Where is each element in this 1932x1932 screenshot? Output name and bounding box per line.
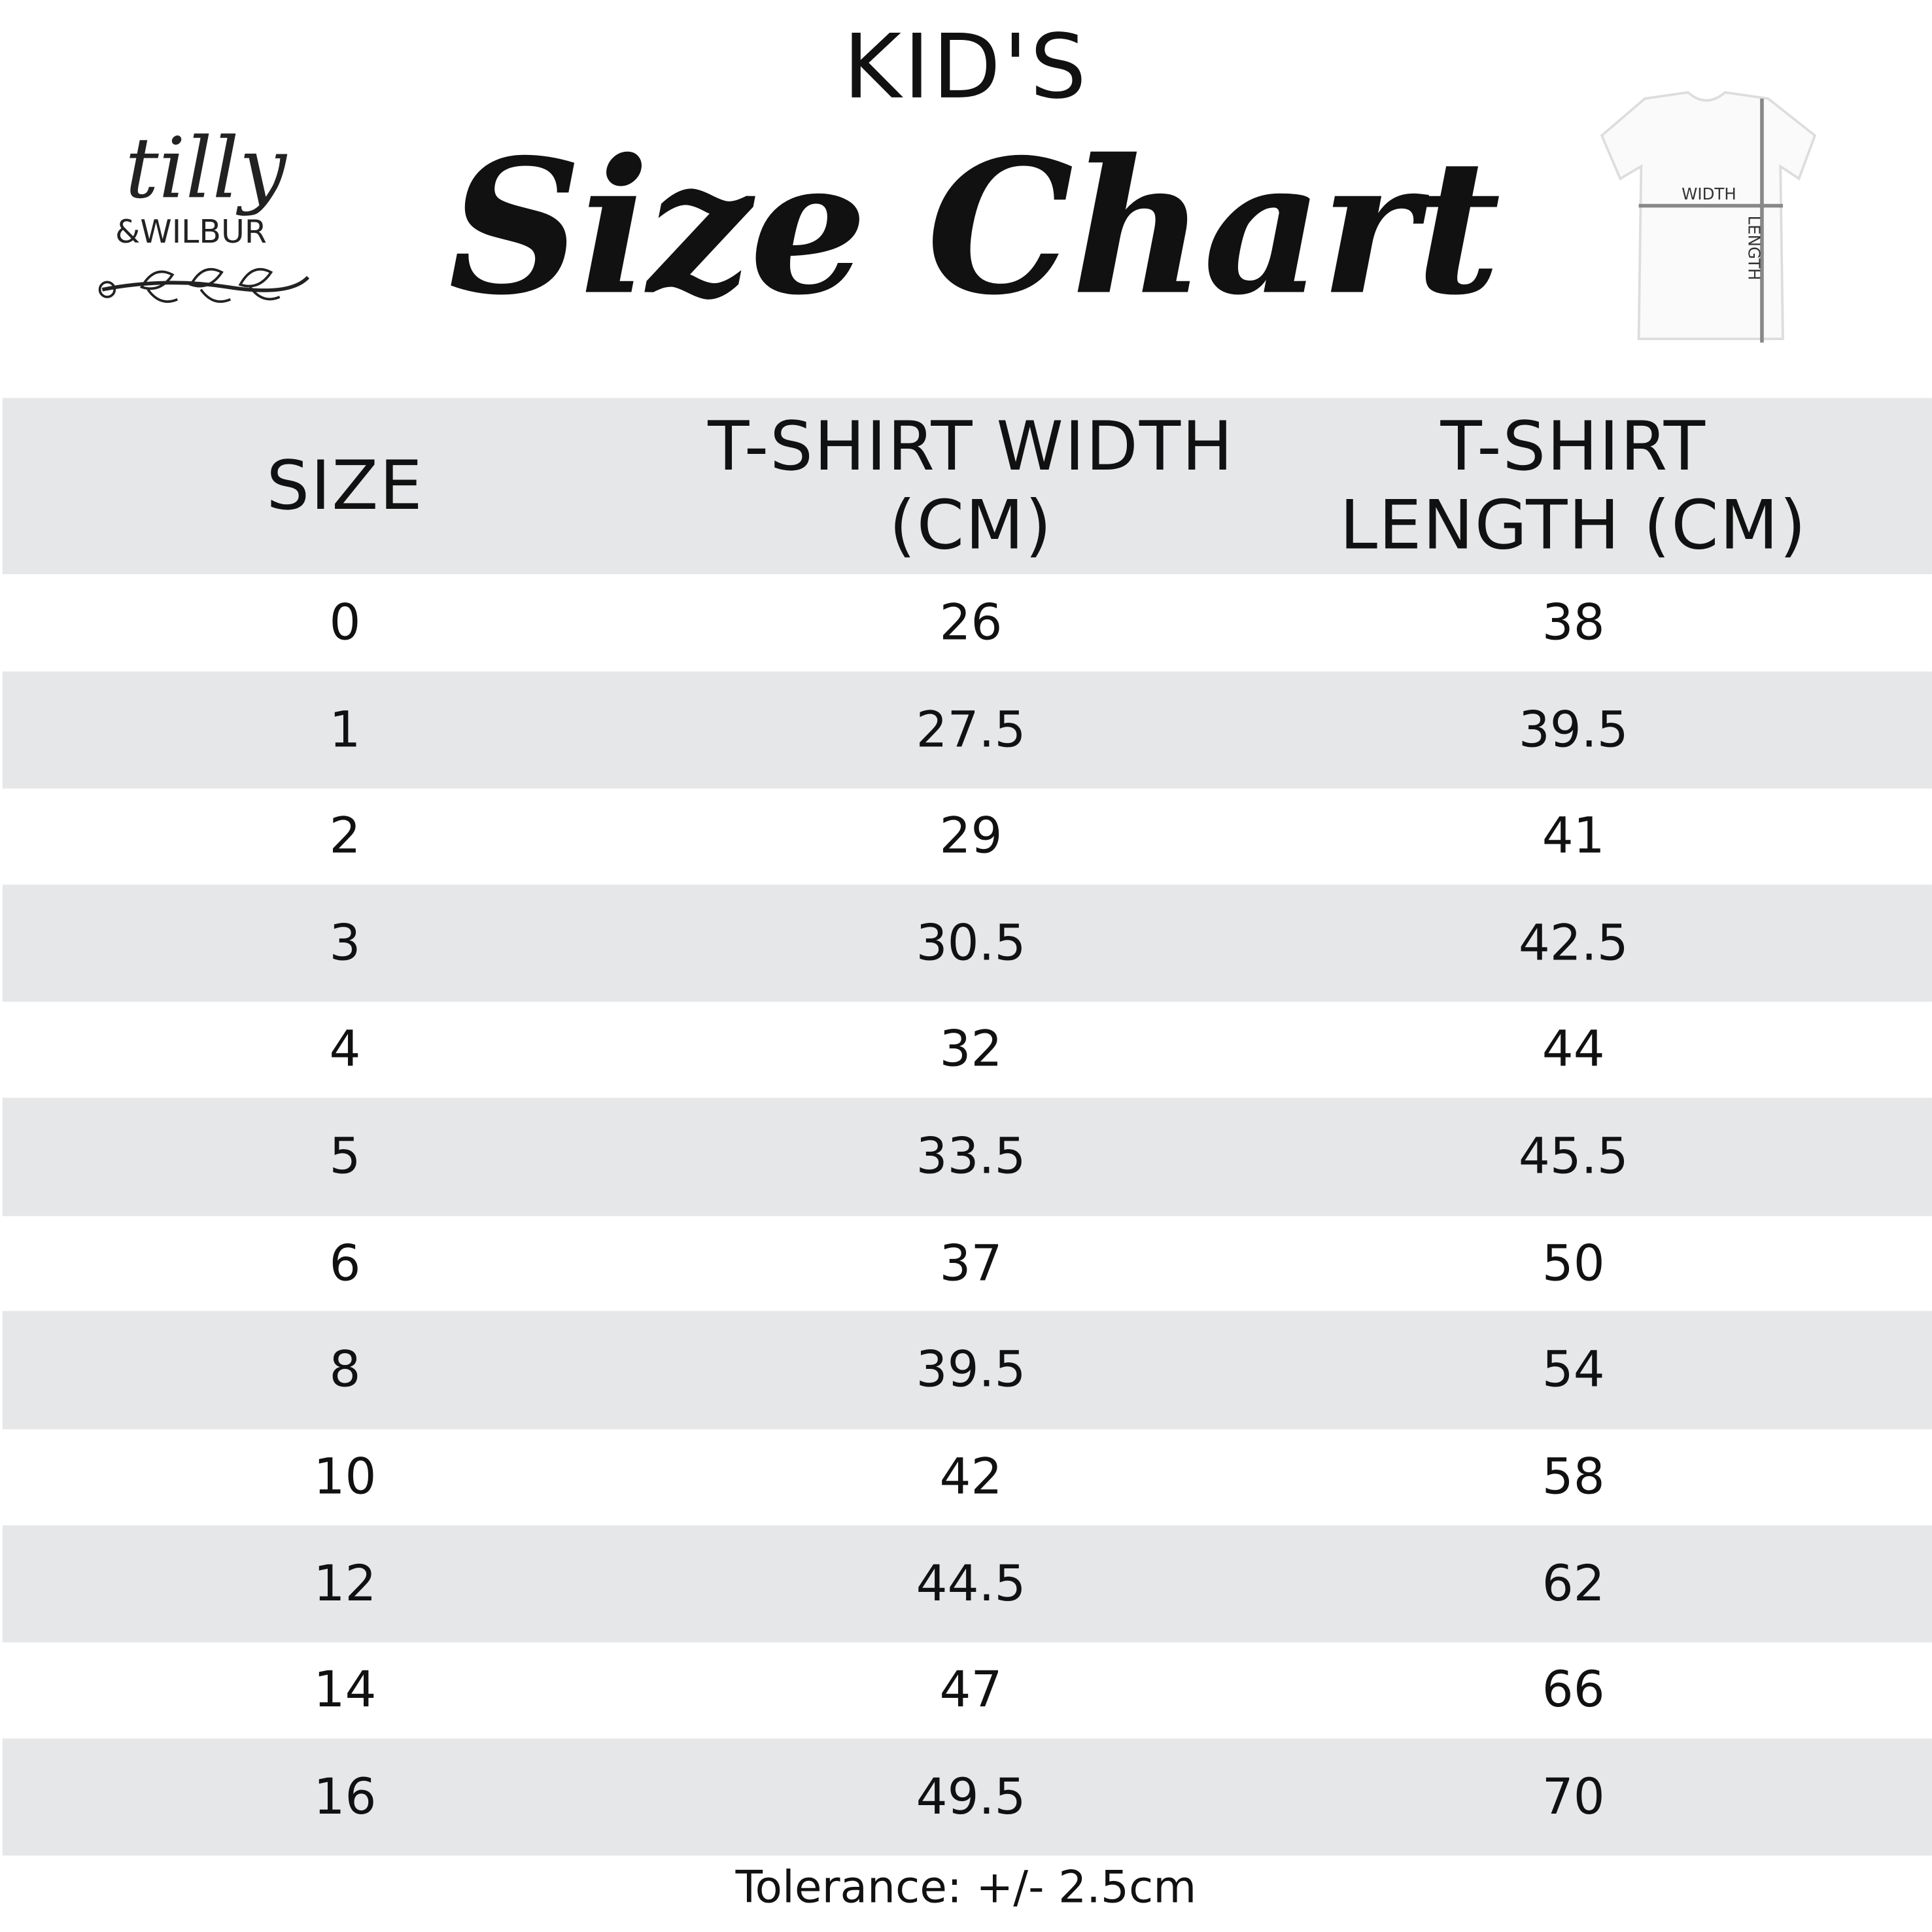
cell-length: 58 (1542, 1449, 1605, 1506)
cell-length: 42.5 (1518, 914, 1629, 972)
cell-length: 66 (1542, 1662, 1605, 1719)
cell-size: 0 (329, 594, 361, 651)
cell-length: 45.5 (1518, 1128, 1629, 1186)
page-title: Size Chart (448, 119, 1501, 337)
table-row: 4 32 44 (3, 1002, 1932, 1098)
table-row: 8 39.5 54 (2, 1311, 1932, 1430)
cell-width: 42 (939, 1449, 1003, 1506)
table-row: 2 29 41 (3, 789, 1932, 885)
table-row: 3 30.5 42.5 (2, 884, 1932, 1002)
cell-width: 49.5 (916, 1768, 1026, 1825)
cell-size: 12 (313, 1555, 377, 1613)
table-header: SIZE T-SHIRT WIDTH (CM) T-SHIRT LENGTH (… (2, 398, 1932, 574)
svg-text:tilly: tilly (125, 120, 287, 217)
cell-width: 27.5 (916, 701, 1026, 759)
cell-length: 41 (1542, 808, 1605, 865)
cell-length: 54 (1542, 1341, 1605, 1399)
cell-length: 50 (1542, 1235, 1605, 1292)
cell-length: 38 (1542, 594, 1605, 651)
cell-size: 4 (329, 1021, 361, 1078)
table-row: 0 26 38 (3, 574, 1932, 672)
table-row: 1 27.5 39.5 (2, 671, 1932, 789)
cell-size: 16 (313, 1768, 377, 1825)
table-row: 14 47 66 (3, 1642, 1932, 1738)
svg-text:&WILBUR: &WILBUR (115, 213, 267, 250)
cell-size: 14 (313, 1662, 377, 1719)
column-header-length: T-SHIRT LENGTH (CM) (1339, 407, 1808, 564)
cell-size: 6 (329, 1235, 361, 1292)
cell-length: 62 (1542, 1555, 1605, 1613)
cell-size: 5 (329, 1128, 361, 1186)
cell-length: 70 (1542, 1768, 1605, 1825)
kicker-heading: KID'S (843, 14, 1089, 118)
cell-width: 47 (939, 1662, 1003, 1719)
table-row: 16 49.5 70 (2, 1738, 1932, 1856)
table-row: 10 42 58 (3, 1429, 1932, 1525)
tshirt-measurement-diagram: WIDTH LENGTH (1600, 91, 1817, 343)
width-label: WIDTH (1682, 184, 1736, 203)
length-label: LENGTH (1744, 216, 1763, 281)
table-row: 5 33.5 45.5 (2, 1097, 1932, 1216)
cell-size: 1 (329, 701, 361, 759)
cell-size: 3 (329, 914, 361, 972)
cell-width: 32 (939, 1021, 1003, 1078)
cell-width: 26 (939, 594, 1003, 651)
table-row: 12 44.5 62 (2, 1525, 1932, 1643)
tolerance-note: Tolerance: +/- 2.5cm (735, 1863, 1197, 1914)
tilly-wilbur-logo: tilly &WILBUR (98, 120, 310, 303)
cell-width: 30.5 (916, 914, 1026, 972)
column-header-size: SIZE (266, 445, 424, 525)
cell-length: 44 (1542, 1021, 1605, 1078)
table-row: 6 37 50 (3, 1216, 1932, 1311)
cell-size: 8 (329, 1341, 361, 1399)
cell-size: 10 (313, 1449, 377, 1506)
cell-width: 44.5 (916, 1555, 1026, 1613)
cell-length: 39.5 (1518, 701, 1629, 759)
cell-width: 37 (939, 1235, 1003, 1292)
cell-width: 39.5 (916, 1341, 1026, 1399)
cell-width: 29 (939, 808, 1003, 865)
cell-width: 33.5 (916, 1128, 1026, 1186)
cell-size: 2 (329, 808, 361, 865)
column-header-width: T-SHIRT WIDTH (CM) (708, 407, 1234, 564)
